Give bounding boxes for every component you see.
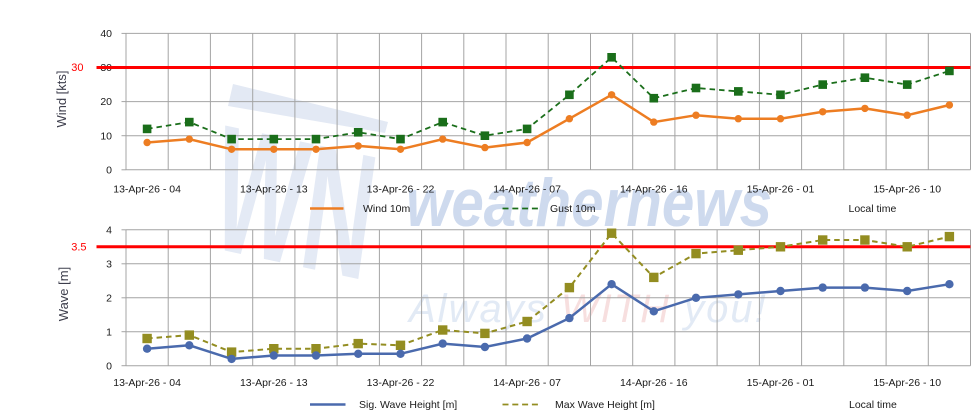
svg-text:Max Wave Height [m]: Max Wave Height [m] [555, 399, 655, 411]
svg-text:40: 40 [100, 28, 112, 40]
svg-text:0: 0 [106, 164, 112, 176]
svg-text:15-Apr-26 - 10: 15-Apr-26 - 10 [873, 184, 941, 196]
svg-text:14-Apr-26 - 07: 14-Apr-26 - 07 [493, 377, 561, 389]
svg-text:2: 2 [106, 292, 112, 304]
svg-text:weathernews: weathernews [406, 165, 772, 241]
svg-text:4: 4 [106, 224, 112, 236]
svg-text:14-Apr-26 - 16: 14-Apr-26 - 16 [620, 184, 688, 196]
svg-text:15-Apr-26 - 01: 15-Apr-26 - 01 [747, 377, 815, 389]
svg-text:10: 10 [100, 130, 112, 142]
svg-text:Local time: Local time [849, 203, 897, 215]
svg-text:30: 30 [71, 62, 83, 74]
svg-text:13-Apr-26 - 13: 13-Apr-26 - 13 [240, 184, 308, 196]
svg-text:Gust 10m: Gust 10m [550, 203, 596, 215]
svg-text:13-Apr-26 - 22: 13-Apr-26 - 22 [367, 184, 435, 196]
svg-text:3.5: 3.5 [71, 242, 86, 254]
svg-text:14-Apr-26 - 07: 14-Apr-26 - 07 [493, 184, 561, 196]
svg-text:14-Apr-26 - 16: 14-Apr-26 - 16 [620, 377, 688, 389]
svg-text:0: 0 [106, 360, 112, 372]
svg-text:Always WITH you!: Always WITH you! [407, 287, 768, 331]
svg-text:15-Apr-26 - 01: 15-Apr-26 - 01 [747, 184, 815, 196]
svg-text:20: 20 [100, 96, 112, 108]
svg-text:Sig. Wave Height [m]: Sig. Wave Height [m] [359, 399, 457, 411]
svg-text:Wave [m]: Wave [m] [56, 267, 71, 321]
svg-text:13-Apr-26 - 04: 13-Apr-26 - 04 [113, 184, 181, 196]
svg-text:Wind [kts]: Wind [kts] [54, 70, 69, 127]
svg-text:Wind 10m: Wind 10m [363, 203, 411, 215]
svg-text:Local time: Local time [849, 399, 897, 411]
svg-text:3: 3 [106, 258, 112, 270]
svg-text:13-Apr-26 - 13: 13-Apr-26 - 13 [240, 377, 308, 389]
svg-text:1: 1 [106, 326, 112, 338]
svg-text:13-Apr-26 - 04: 13-Apr-26 - 04 [113, 377, 181, 389]
svg-text:15-Apr-26 - 10: 15-Apr-26 - 10 [873, 377, 941, 389]
svg-text:13-Apr-26 - 22: 13-Apr-26 - 22 [367, 377, 435, 389]
